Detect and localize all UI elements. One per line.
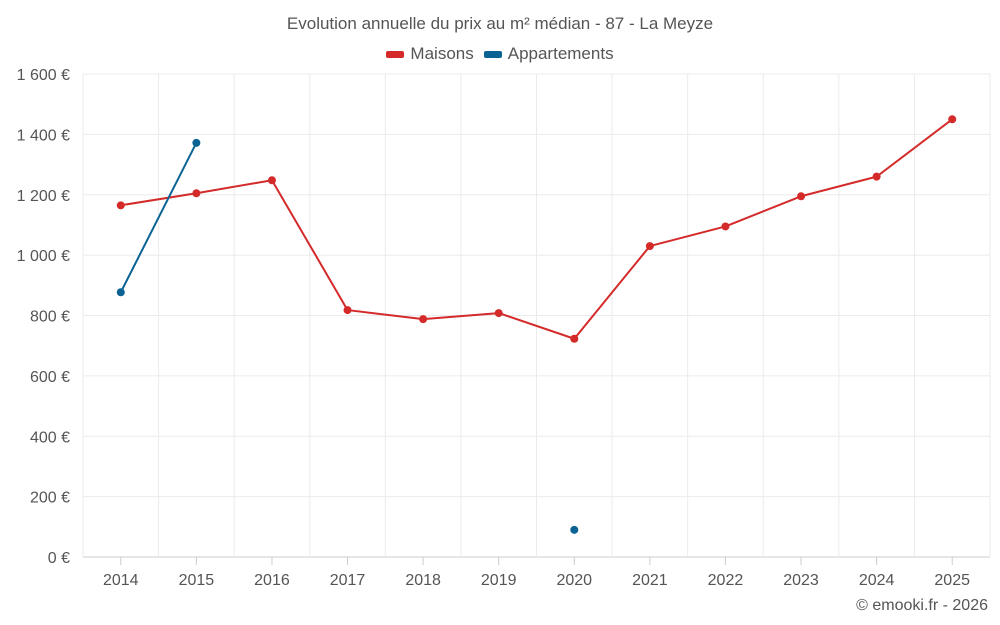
y-tick-label: 600 € (30, 369, 70, 386)
data-point-maisons (645, 242, 654, 251)
data-point-appartements (192, 138, 201, 147)
data-point-maisons (494, 309, 503, 318)
y-tick-label: 400 € (30, 429, 70, 446)
data-point-maisons (192, 189, 201, 198)
chart-title: Evolution annuelle du prix au m² médian … (286, 14, 714, 33)
y-tick-label: 200 € (30, 490, 70, 507)
x-tick-label: 2020 (556, 572, 592, 589)
data-point-appartements (116, 288, 125, 297)
data-point-maisons (797, 192, 806, 201)
series-line-maisons (120, 118, 953, 340)
legend-label-appartements: Appartements (507, 44, 614, 63)
credit-text: © emooki.fr - 2026 (856, 597, 988, 614)
x-tick-label: 2022 (708, 572, 744, 589)
x-tick-label: 2015 (179, 572, 215, 589)
y-tick-label: 1 400 € (17, 127, 70, 144)
legend-item-appartements[interactable]: Appartements (483, 44, 614, 64)
x-tick-label: 2019 (481, 572, 517, 589)
data-point-maisons (721, 222, 730, 231)
x-tick-label: 2021 (632, 572, 668, 589)
y-tick-label: 800 € (30, 309, 70, 326)
legend-item-maisons[interactable]: Maisons (386, 44, 474, 64)
legend-swatch-maisons (386, 50, 405, 58)
data-point-maisons (570, 334, 579, 343)
data-point-appartements (570, 525, 579, 534)
legend-label-maisons: Maisons (410, 44, 474, 63)
data-point-maisons (419, 315, 428, 324)
x-tick-label: 2017 (330, 572, 366, 589)
y-tick-label: 1 200 € (17, 188, 70, 205)
x-tick-label: 2016 (254, 572, 290, 589)
x-tick-label: 2025 (934, 572, 970, 589)
data-point-maisons (116, 201, 125, 210)
x-tick-label: 2023 (783, 572, 819, 589)
legend: Maisons Appartements (0, 44, 1000, 64)
y-tick-label: 1 600 € (17, 67, 70, 84)
legend-swatch-appartements (483, 50, 502, 58)
y-tick-label: 0 € (48, 550, 70, 567)
data-point-maisons (267, 176, 276, 185)
x-tick-label: 2024 (859, 572, 895, 589)
x-tick-label: 2014 (103, 572, 139, 589)
series-line-appartements (119, 142, 198, 293)
y-tick-label: 1 000 € (17, 248, 70, 265)
data-point-maisons (948, 115, 957, 124)
data-point-maisons (343, 306, 352, 315)
x-tick-label: 2018 (405, 572, 441, 589)
data-point-maisons (872, 172, 881, 181)
